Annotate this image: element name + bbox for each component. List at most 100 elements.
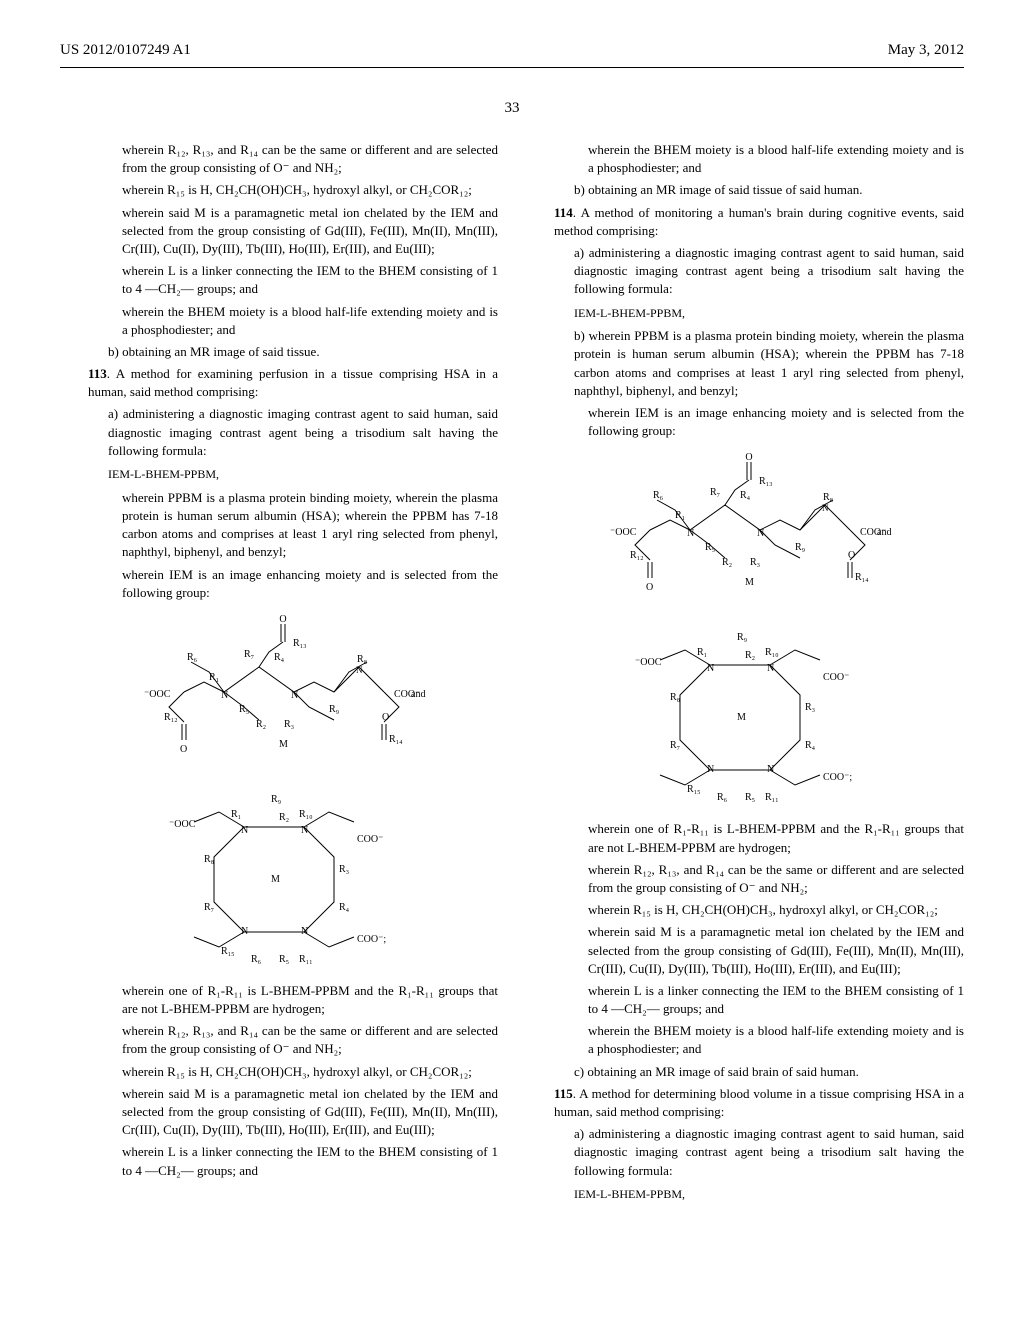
claim-text: wherein R₁₂, R₁₃, and R₁₄ can be the sam… [60,141,498,177]
svg-text:R₁₂: R₁₂ [164,712,178,723]
claim-text: wherein L is a linker connecting the IEM… [60,262,498,298]
claim-text: wherein said M is a paramagnetic metal i… [526,923,964,978]
claim-step: a) administering a diagnostic imaging co… [526,1125,964,1180]
svg-text:R₂: R₂ [745,650,755,661]
svg-text:R₁₄: R₁₄ [855,572,869,583]
svg-text:N: N [356,665,363,675]
svg-text:N: N [241,825,248,836]
svg-text:R₆: R₆ [187,652,198,663]
svg-text:R₇: R₇ [710,487,720,498]
svg-text:R₁: R₁ [231,809,241,820]
claim-text: wherein R₁₅ is H, CH₂CH(OH)CH₃, hydroxyl… [60,1063,498,1081]
claim-text: wherein R₁₂, R₁₃, and R₁₄ can be the sam… [60,1022,498,1058]
svg-text:R₁: R₁ [675,510,685,521]
svg-text:⁻OOC: ⁻OOC [635,657,662,668]
svg-text:R₂: R₂ [722,557,732,568]
two-column-layout: wherein R₁₂, R₁₃, and R₁₄ can be the sam… [60,141,964,1209]
svg-text:R₁₀: R₁₀ [299,809,313,820]
svg-text:O: O [382,712,389,723]
svg-text:R₉: R₉ [795,542,806,553]
svg-text:R₂: R₂ [279,812,289,823]
svg-text:R₄: R₄ [740,490,751,501]
claim-step: a) administering a diagnostic imaging co… [526,244,964,299]
svg-text:M: M [745,577,754,588]
claim-text: wherein R₁₅ is H, CH₂CH(OH)CH₃, hydroxyl… [526,901,964,919]
svg-text:R₅: R₅ [279,954,289,965]
svg-text:R₁₄: R₁₄ [389,734,403,745]
publication-date: May 3, 2012 [888,40,964,61]
claim-text: wherein the BHEM moiety is a blood half-… [526,1022,964,1058]
svg-text:R₆: R₆ [251,954,262,965]
claim-text: wherein R₁₅ is H, CH₂CH(OH)CH₃, hydroxyl… [60,181,498,199]
claim-number: 113 [88,366,107,381]
claim-text: wherein the BHEM moiety is a blood half-… [526,141,964,177]
svg-text:R₃: R₃ [805,702,815,713]
svg-text:M: M [271,874,280,885]
page-number: 33 [60,98,964,119]
svg-text:R₁₃: R₁₃ [759,476,773,487]
svg-text:N: N [291,690,298,701]
svg-text:R₁: R₁ [209,672,219,683]
claim-115: 115. A method for determining blood volu… [526,1085,964,1121]
svg-text:O: O [646,582,653,593]
svg-text:R₆: R₆ [717,792,728,803]
chemical-formula: IEM-L-BHEM-PPBM, [526,1186,964,1203]
svg-text:R₃: R₃ [284,719,294,730]
claim-113: 113. A method for examining perfusion in… [60,365,498,401]
publication-number: US 2012/0107249 A1 [60,40,191,61]
claim-text: wherein one of R₁-R₁₁ is L-BHEM-PPBM and… [526,820,964,856]
claim-step: b) obtaining an MR image of said tissue … [526,181,964,199]
svg-text:R₈: R₈ [204,854,215,865]
svg-text:R₇: R₇ [244,649,254,660]
claim-number: 114 [554,205,573,220]
svg-text:COO⁻;: COO⁻; [823,772,852,783]
claim-intro: A method of monitoring a human's brain d… [554,205,964,238]
svg-text:COO⁻: COO⁻ [357,834,383,845]
svg-text:R₆: R₆ [653,490,664,501]
cyclic-chelate-diagram: R₉ R₁ R₂ R₁₀ ⁻OOC COO⁻ R₈ R₃ M R₇ R₄ R₁₅… [159,772,399,972]
svg-text:O: O [745,452,752,463]
svg-text:R₁₁: R₁₁ [765,792,779,803]
svg-text:COO⁻: COO⁻ [823,672,849,683]
svg-text:COO⁻;: COO⁻; [357,934,386,945]
svg-text:N: N [241,926,248,937]
svg-text:R₄: R₄ [339,902,350,913]
linear-chelate-diagram: O R₁₃ R₄ R₇ R₆ R₁ R₈ ⁻OOC COO⁻ R₁₂ R₅ R₂… [595,450,895,600]
svg-text:R₈: R₈ [357,654,368,665]
svg-text:N: N [757,528,764,539]
claim-text: wherein said M is a paramagnetic metal i… [60,204,498,259]
linear-chelate-diagram: O R₁₃ R₄ R₇ R₆ R₁ R₈ ⁻OOC COO⁻ R₁₂ R₅ R₂… [129,612,429,762]
svg-text:R₄: R₄ [805,740,816,751]
right-column: wherein the BHEM moiety is a blood half-… [526,141,964,1209]
svg-text:N: N [707,764,714,775]
svg-text:N: N [687,528,694,539]
claim-text: wherein L is a linker connecting the IEM… [60,1143,498,1179]
svg-text:R₇: R₇ [670,740,680,751]
svg-text:R₃: R₃ [750,557,760,568]
claim-text: wherein said M is a paramagnetic metal i… [60,1085,498,1140]
cyclic-chelate-diagram: R₉ R₁ R₂ R₁₀ ⁻OOC COO⁻ R₈ R₃ M R₇ R₄ R₁₅… [625,610,865,810]
svg-text:R₁₁: R₁₁ [299,954,313,965]
svg-text:O: O [180,744,187,755]
svg-text:R₁: R₁ [697,647,707,658]
svg-text:R₉: R₉ [271,794,282,805]
svg-text:N: N [707,663,714,674]
svg-text:N: N [822,503,829,513]
claim-text: wherein IEM is an image enhancing moiety… [60,566,498,602]
claim-step: b) obtaining an MR image of said tissue. [60,343,498,361]
svg-text:M: M [737,712,746,723]
claim-text: wherein L is a linker connecting the IEM… [526,982,964,1018]
svg-text:R₂: R₂ [256,719,266,730]
svg-text:O: O [279,614,286,625]
svg-text:R₁₅: R₁₅ [221,946,235,957]
claim-step: b) wherein PPBM is a plasma protein bind… [526,327,964,400]
claim-text: wherein R₁₂, R₁₃, and R₁₄ can be the sam… [526,861,964,897]
svg-text:⁻OOC: ⁻OOC [610,527,637,538]
svg-text:R₄: R₄ [274,652,285,663]
svg-text:N: N [767,663,774,674]
svg-text:and: and [411,689,425,700]
claim-number: 115 [554,1086,573,1101]
claim-step: a) administering a diagnostic imaging co… [60,405,498,460]
svg-text:⁻OOC: ⁻OOC [144,689,171,700]
svg-text:R₈: R₈ [823,492,834,503]
